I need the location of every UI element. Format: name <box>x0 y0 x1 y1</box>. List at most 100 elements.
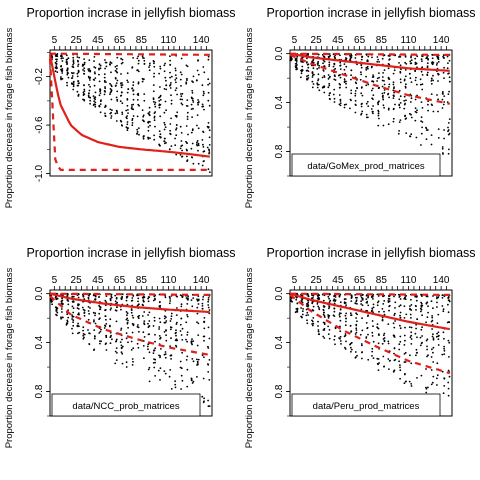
data-point <box>201 395 204 398</box>
data-point <box>175 323 178 325</box>
data-point <box>360 308 363 311</box>
x-tick-label: 85 <box>136 275 148 286</box>
data-point <box>410 338 413 340</box>
data-point <box>180 93 182 95</box>
data-point <box>345 320 347 323</box>
data-point <box>334 343 336 346</box>
data-point <box>421 126 423 129</box>
data-point <box>294 57 297 60</box>
data-point <box>437 344 440 346</box>
data-point <box>94 105 97 108</box>
data-point <box>186 315 189 318</box>
data-point <box>87 310 90 312</box>
data-point <box>104 59 106 61</box>
data-point <box>415 309 417 311</box>
data-point <box>345 340 347 343</box>
data-point <box>120 308 122 311</box>
data-point <box>81 65 84 67</box>
data-point <box>334 79 337 81</box>
data-point <box>343 63 346 65</box>
data-point <box>447 296 450 298</box>
data-point <box>190 108 193 110</box>
data-point <box>317 325 319 327</box>
data-point <box>350 92 353 95</box>
data-point <box>316 86 319 89</box>
data-point <box>137 62 140 65</box>
data-point <box>394 320 396 322</box>
data-point <box>93 329 96 331</box>
data-point <box>350 341 353 344</box>
data-point <box>61 303 64 306</box>
data-point <box>65 322 68 324</box>
data-point <box>67 76 70 79</box>
data-point <box>186 303 189 305</box>
data-point <box>175 81 177 84</box>
data-point <box>201 308 204 310</box>
data-point <box>355 317 357 319</box>
data-point <box>398 98 401 101</box>
data-point <box>333 335 336 338</box>
data-point <box>186 77 188 80</box>
data-point <box>305 314 308 317</box>
data-point <box>381 95 384 98</box>
data-point <box>410 133 413 136</box>
data-point <box>60 76 62 78</box>
data-point <box>420 374 423 377</box>
data-point <box>203 320 206 323</box>
data-point <box>419 307 422 310</box>
data-point <box>371 347 374 350</box>
data-point <box>376 301 379 304</box>
data-point <box>371 350 374 353</box>
data-point <box>196 321 198 323</box>
data-point <box>175 153 178 156</box>
data-point <box>323 314 326 317</box>
data-point <box>115 338 118 341</box>
data-point <box>383 89 386 91</box>
data-point <box>185 140 187 143</box>
data-point <box>174 144 177 147</box>
data-point <box>88 343 91 346</box>
data-point <box>340 343 342 345</box>
data-point <box>109 336 112 339</box>
data-point <box>92 311 95 314</box>
data-point <box>165 316 167 318</box>
data-point <box>311 61 313 63</box>
data-point <box>77 70 80 73</box>
data-point <box>190 379 193 382</box>
data-point <box>148 66 150 68</box>
data-point <box>72 324 75 327</box>
y-tick-label: -0.2 <box>34 68 45 86</box>
data-point <box>116 56 119 59</box>
data-point <box>81 306 84 309</box>
data-point <box>376 77 379 80</box>
data-point <box>398 121 401 123</box>
data-point <box>153 72 156 75</box>
data-point <box>115 296 118 299</box>
data-point <box>387 340 390 343</box>
x-tick-label: 45 <box>332 275 344 286</box>
data-point <box>104 115 107 118</box>
data-point <box>328 84 331 87</box>
data-point <box>312 61 315 64</box>
data-point <box>181 144 184 147</box>
data-point <box>328 297 330 300</box>
data-point <box>399 70 402 73</box>
data-point <box>142 345 145 347</box>
data-point <box>420 116 423 119</box>
data-point <box>334 67 337 70</box>
data-point <box>441 146 444 148</box>
data-point <box>125 126 128 129</box>
data-point <box>447 72 449 75</box>
data-point <box>104 315 107 317</box>
data-point <box>437 128 440 131</box>
panel-top-left: Proportion incrase in jellyfish biomass … <box>4 6 236 208</box>
data-point <box>197 99 200 101</box>
data-point <box>67 57 70 60</box>
data-point <box>327 325 329 328</box>
data-point <box>132 98 135 101</box>
data-point <box>164 62 167 65</box>
data-point <box>147 314 150 316</box>
data-point <box>190 377 193 380</box>
data-point <box>174 89 177 92</box>
data-point <box>403 353 406 355</box>
